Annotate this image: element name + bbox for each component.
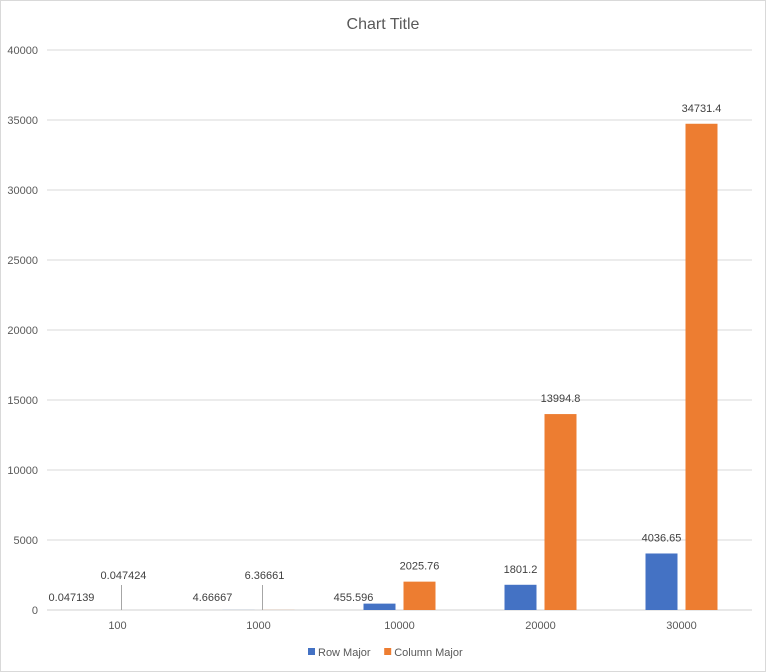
bar-column-major: [544, 414, 577, 610]
bar-row-major: [504, 584, 537, 610]
bar-column-major: [403, 581, 436, 610]
y-tick-label: 30000: [7, 185, 38, 197]
chart-title: Chart Title: [347, 16, 420, 33]
legend-swatch: [384, 648, 392, 655]
data-label: 0.047424: [101, 570, 147, 582]
legend-label: Row Major: [318, 647, 371, 659]
y-tick-label: 0: [32, 605, 38, 617]
y-tick-label: 10000: [7, 465, 38, 477]
y-tick-label: 35000: [7, 115, 38, 127]
x-tick-label: 100: [108, 620, 126, 632]
data-label: 13994.8: [541, 393, 581, 405]
y-tick-label: 25000: [7, 255, 38, 267]
x-tick-label: 30000: [666, 620, 697, 632]
y-axis: 0 5000 10000 15000 20000 25000 30000 35000 40000: [7, 45, 38, 617]
legend-label: Column Major: [394, 647, 463, 659]
data-label: 1801.2: [504, 564, 538, 576]
bar-column-major: [685, 123, 718, 610]
y-tick-label: 20000: [7, 325, 38, 337]
gridlines: [47, 49, 752, 611]
legend: Row Major Column Major: [308, 647, 463, 659]
data-label: 4036.65: [642, 532, 682, 544]
data-label: 34731.4: [682, 103, 722, 115]
x-tick-label: 10000: [384, 620, 415, 632]
bar-row-major: [363, 603, 396, 610]
data-label: 6.36661: [245, 570, 285, 582]
x-tick-label: 1000: [246, 620, 270, 632]
data-label: 455.596: [334, 592, 374, 604]
y-tick-label: 5000: [14, 535, 38, 547]
x-tick-label: 20000: [525, 620, 556, 632]
y-tick-label: 15000: [7, 395, 38, 407]
y-tick-label: 40000: [7, 45, 38, 57]
legend-swatch: [308, 648, 315, 655]
data-label: 0.047139: [49, 592, 95, 604]
data-labels: 0.047139 0.047424 4.66667 6.36661 455.596 202…: [49, 103, 722, 610]
data-label: 4.66667: [193, 592, 233, 604]
bars: [81, 123, 718, 610]
x-axis: 100 1000 10000 20000 30000: [108, 620, 696, 632]
data-label: 2025.76: [400, 561, 440, 573]
bar-row-major: [645, 553, 678, 610]
